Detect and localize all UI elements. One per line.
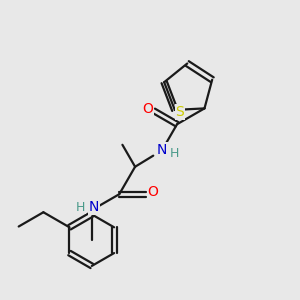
- Text: S: S: [176, 105, 184, 119]
- Text: N: N: [88, 200, 99, 214]
- Text: N: N: [157, 143, 167, 157]
- Text: H: H: [76, 201, 86, 214]
- Text: O: O: [148, 185, 159, 199]
- Text: O: O: [142, 102, 153, 116]
- Text: H: H: [169, 147, 179, 160]
